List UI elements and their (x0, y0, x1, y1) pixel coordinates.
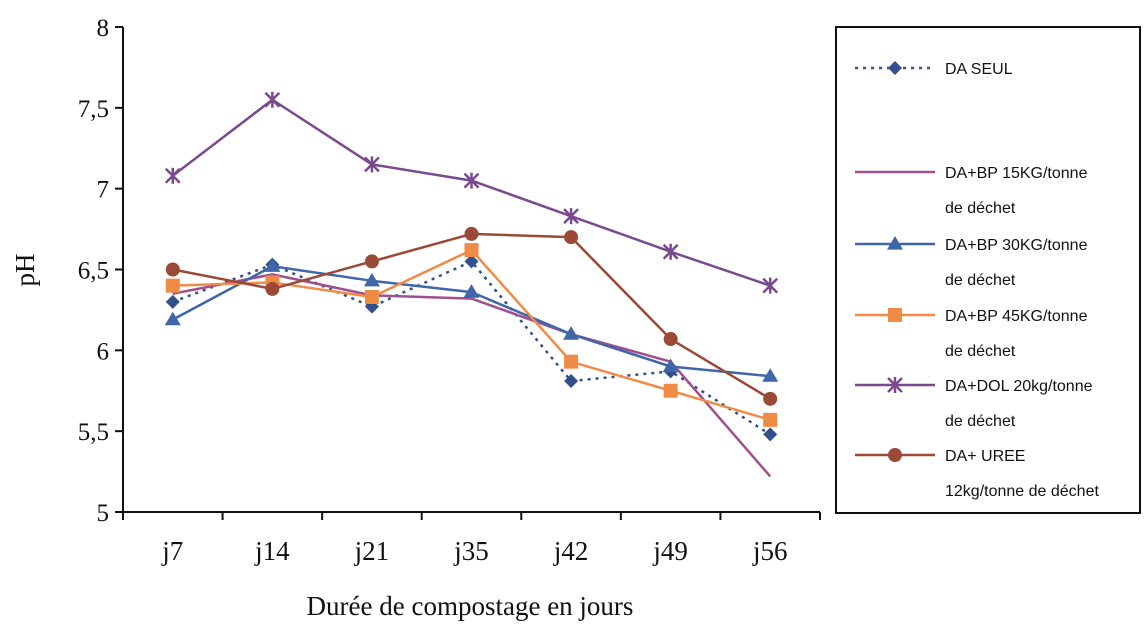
legend-entry-3: DA+BP 30KG/tonne de déchet (855, 236, 1088, 289)
data-point (363, 272, 380, 287)
data-point (762, 368, 779, 382)
legend-entry-1: DA SEUL (855, 61, 1013, 78)
x-tick-label: j7 (161, 536, 183, 566)
data-point (264, 91, 281, 108)
x-tick-label: j56 (752, 536, 788, 566)
x-tick-label: j21 (354, 536, 390, 566)
y-axis-label: pH (10, 254, 40, 287)
y-tick-label: 7,5 (78, 96, 109, 123)
data-point (264, 258, 281, 272)
data-point (464, 243, 479, 258)
y-tick-label: 7 (97, 177, 110, 204)
data-point (663, 383, 678, 398)
series-line (172, 273, 772, 478)
data-point (662, 358, 679, 373)
data-point (364, 254, 379, 269)
data-point (463, 284, 480, 298)
data-point (763, 427, 778, 442)
data-point (763, 391, 778, 406)
legend-label: DA+BP 30KG/tonne (945, 237, 1088, 254)
legend-marker (887, 377, 903, 393)
legend-label: DA+DOL 20kg/tonne (945, 378, 1093, 395)
legend-label: de déchet (945, 272, 1016, 289)
data-point (164, 311, 181, 326)
legend-box (835, 26, 1141, 514)
series-2 (172, 273, 772, 478)
legend-label: DA+ UREE (945, 448, 1025, 465)
data-point (364, 156, 380, 173)
plot-area (164, 91, 779, 478)
x-tick-labels: j7 j14 j21 j35 j42 j49 j56 (161, 536, 787, 566)
y-tick-labels: 5 5,5 6 6,5 7 7,5 8 (78, 15, 109, 527)
y-tick-label: 5 (97, 500, 110, 527)
data-point (364, 289, 379, 304)
data-point (662, 243, 679, 260)
legend-label: de déchet (945, 343, 1016, 360)
x-tick-label: j35 (453, 536, 489, 566)
axes (115, 26, 821, 520)
legend-marker (888, 61, 902, 75)
y-tick-label: 6,5 (78, 258, 109, 285)
data-point (165, 294, 180, 309)
legend-marker (888, 308, 902, 322)
y-tick-label: 5,5 (78, 419, 109, 446)
data-point (564, 374, 579, 389)
legend-label: DA+BP 45KG/tonne (945, 308, 1088, 325)
data-point (563, 208, 579, 225)
data-point (763, 412, 778, 427)
x-tick-label: j42 (553, 536, 589, 566)
data-point (164, 167, 181, 184)
x-axis-label: Durée de compostage en jours (307, 591, 634, 621)
data-point (265, 281, 280, 296)
data-point (563, 326, 580, 340)
series-5 (164, 91, 779, 294)
legend-label: de déchet (945, 200, 1016, 217)
x-tick-label: j14 (254, 536, 290, 566)
legend-label: DA+BP 15KG/tonne (945, 165, 1088, 182)
y-tick-label: 8 (97, 15, 110, 42)
data-point (663, 332, 678, 347)
legend-label: de déchet (945, 413, 1016, 430)
data-point (165, 278, 180, 293)
legend-entry-4: DA+BP 45KG/tonne de déchet (855, 308, 1088, 360)
series-6 (165, 226, 778, 406)
y-tick-label: 6 (97, 338, 110, 365)
legend-entry-5: DA+DOL 20kg/tonne de déchet (855, 377, 1093, 430)
series-3 (164, 258, 779, 382)
data-point (165, 262, 180, 277)
legend-entry-6: DA+ UREE 12kg/tonne de déchet (855, 448, 1099, 500)
data-point (564, 354, 579, 369)
legend-marker (888, 448, 902, 462)
data-point (463, 172, 480, 189)
legend-marker (887, 236, 903, 250)
data-point (464, 254, 479, 269)
legend-entry-2: DA+BP 15KG/tonne de déchet (855, 165, 1088, 217)
legend-label: 12kg/tonne de déchet (945, 483, 1099, 500)
data-point (464, 226, 479, 241)
data-point (762, 277, 779, 294)
x-tick-label: j49 (652, 536, 688, 566)
legend-label: DA SEUL (945, 61, 1013, 78)
data-point (564, 230, 579, 245)
